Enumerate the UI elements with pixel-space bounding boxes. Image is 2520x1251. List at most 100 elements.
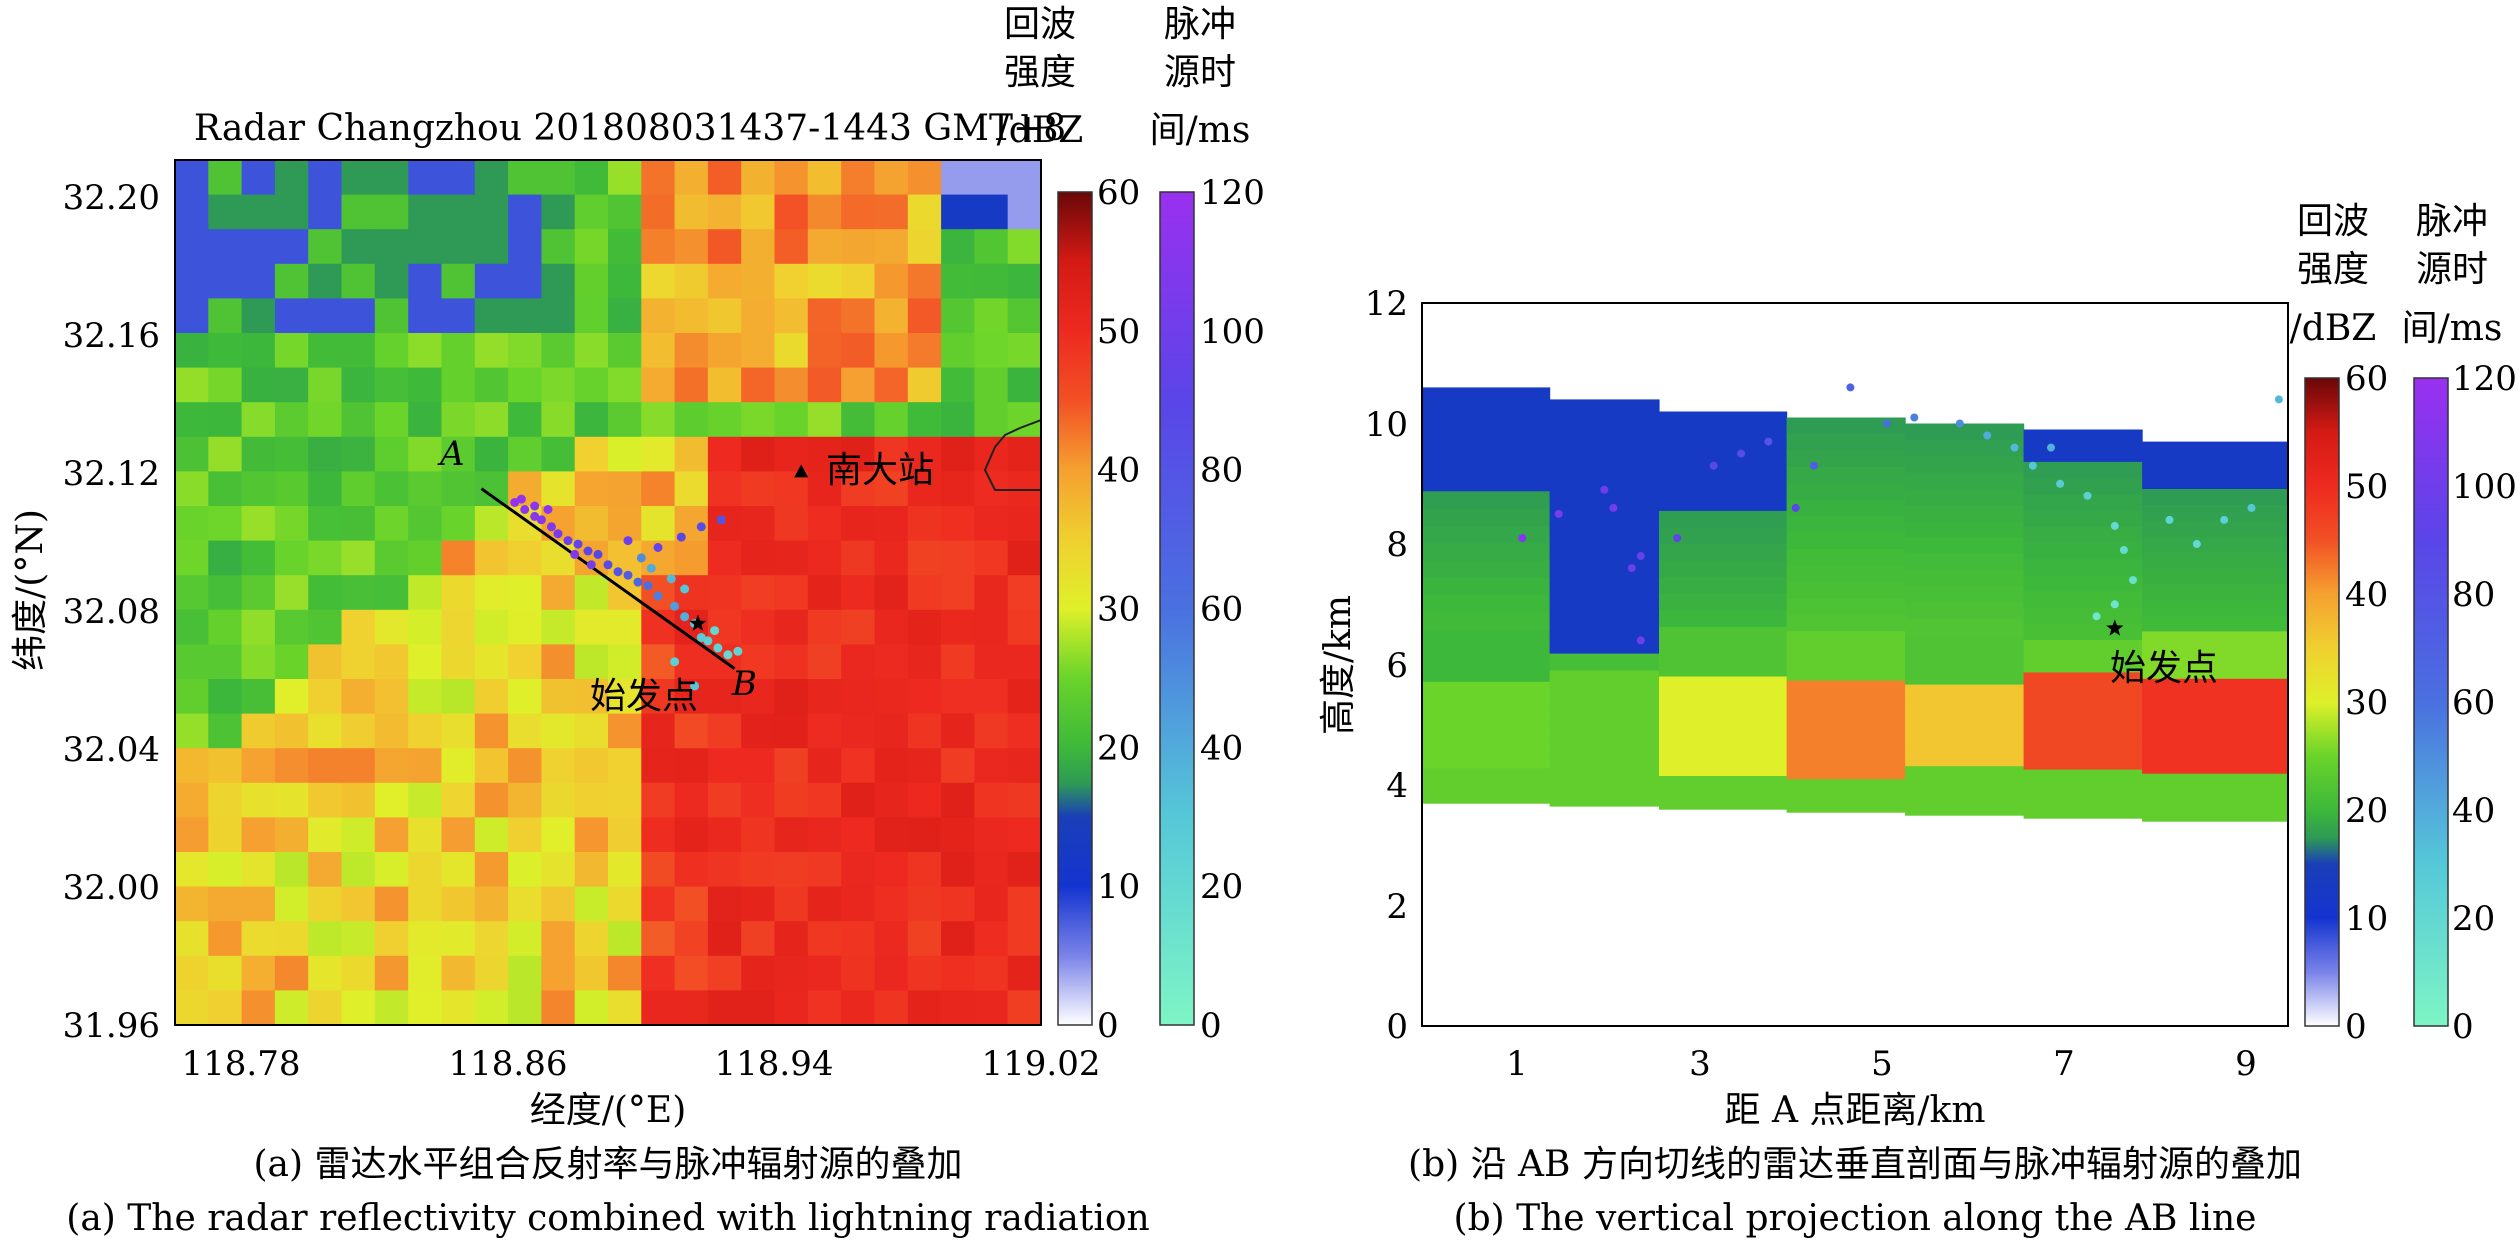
heatmap-cell (474, 229, 509, 265)
heatmap-cell (1007, 436, 1041, 472)
heatmap-cell (508, 644, 542, 680)
section-cell (1659, 428, 1788, 446)
heatmap-cell (574, 609, 609, 645)
pulse-point (570, 549, 580, 559)
heatmap-cell (974, 921, 1009, 957)
heatmap-cell (974, 817, 1009, 853)
heatmap-cell (441, 955, 476, 991)
section-cell (1549, 585, 1660, 604)
heatmap-cell (907, 263, 942, 299)
echo-title-a: 回波 (1004, 4, 1076, 45)
heatmap-cell (941, 713, 975, 749)
heatmap-cell (941, 540, 975, 576)
pulse-point (696, 633, 706, 642)
heatmap-cell (674, 367, 709, 403)
section-cell (2023, 591, 2143, 609)
heatmap-cell (841, 921, 876, 957)
heatmap-cell (208, 782, 243, 818)
heatmap-cell (641, 506, 676, 542)
heatmap-cell (707, 402, 742, 438)
section-cell (1659, 527, 1788, 545)
heatmap-cell (874, 367, 909, 403)
heatmap-cell (641, 886, 676, 922)
heatmap-cell (941, 367, 975, 403)
heatmap-cell (308, 817, 343, 853)
heatmap-cell (841, 402, 876, 438)
heatmap-cell (674, 575, 709, 611)
pulse-point (2220, 515, 2229, 524)
pulse-point (1983, 431, 1992, 440)
heatmap-cell (1007, 333, 1041, 369)
heatmap-cell (574, 506, 609, 542)
heatmap-cell (874, 644, 909, 680)
heatmap-cell (1007, 886, 1041, 922)
section-cell (1659, 759, 1788, 777)
heatmap-cell (608, 298, 642, 334)
section-cell (2023, 575, 2143, 593)
heatmap-cell (774, 782, 809, 818)
pulse-sources-b (1518, 383, 2283, 645)
heatmap-cell (508, 575, 542, 611)
section-cell (1905, 684, 2025, 702)
colorbar-tick-label: 60 (2452, 683, 2495, 723)
heatmap-cell (474, 852, 509, 888)
section-cell (1905, 439, 2025, 457)
section-cell (1905, 635, 2025, 653)
heatmap-cell (641, 471, 676, 507)
heatmap-cell (941, 921, 975, 957)
section-cell (1905, 668, 2025, 686)
heatmap-cell (241, 644, 276, 680)
section-cell (1422, 716, 1551, 735)
heatmap-cell (941, 748, 975, 784)
section-cell (2142, 789, 2288, 806)
heatmap-cell (974, 540, 1009, 576)
section-cell (1786, 762, 1906, 780)
heatmap-cell (308, 609, 343, 645)
heatmap-cell (907, 540, 942, 576)
heatmap-cell (774, 852, 809, 888)
colorbar-tick-label: 0 (1200, 1006, 1222, 1046)
section-cell (1422, 768, 1551, 787)
pulse-point (1955, 419, 1964, 428)
section-cell (1905, 537, 2025, 555)
section-cell (1786, 647, 1906, 665)
heatmap-cell (508, 921, 542, 957)
heatmap-cell (707, 921, 742, 957)
section-cell (1786, 565, 1906, 583)
heatmap-cell (907, 817, 942, 853)
section-cell (2142, 536, 2288, 553)
pulse-point (593, 549, 603, 559)
heatmap-cell (841, 263, 876, 299)
section-cell (1549, 518, 1660, 536)
heatmap-cell (541, 575, 576, 611)
heatmap-cell (807, 817, 842, 853)
heatmap-cell (874, 852, 909, 888)
heatmap-cell (874, 990, 909, 1025)
section-cell (2023, 542, 2143, 560)
heatmap-cell (608, 713, 642, 749)
heatmap-cell (641, 194, 676, 230)
reflectivity-heatmap (175, 160, 1041, 1025)
heatmap-cell (508, 402, 542, 438)
heatmap-cell (641, 782, 676, 818)
section-cell (1905, 554, 2025, 571)
section-cell (2023, 672, 2143, 690)
heatmap-cell (341, 298, 376, 334)
heatmap-cell (841, 575, 876, 611)
section-cell (1659, 610, 1788, 628)
heatmap-cell (441, 782, 476, 818)
pulse-point (1636, 636, 1645, 645)
x-tick-label: 9 (2235, 1044, 2257, 1084)
section-cell (1659, 676, 1788, 694)
pulse-point (623, 570, 633, 580)
section-cell (1786, 680, 1906, 698)
heatmap-cell (774, 402, 809, 438)
heatmap-cell (941, 436, 975, 472)
heatmap-cell (1007, 160, 1041, 196)
heatmap-cell (541, 436, 576, 472)
pulse-point (636, 553, 646, 563)
colorbar-tick-label: 20 (1097, 728, 1140, 768)
heatmap-cell (208, 921, 243, 957)
heatmap-cell (1007, 506, 1041, 542)
section-cell (2142, 647, 2288, 664)
